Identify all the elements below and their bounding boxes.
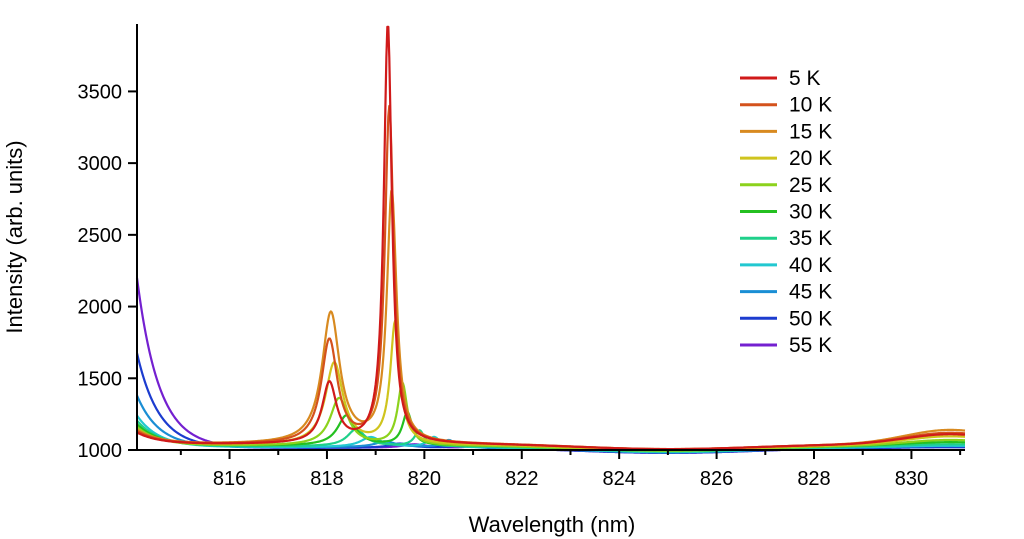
- y-tick-label: 2000: [78, 297, 123, 319]
- x-tick-label: 816: [213, 468, 246, 490]
- legend-label: 45 K: [789, 281, 832, 304]
- series-line: [135, 277, 966, 454]
- legend-label: 50 K: [789, 307, 832, 330]
- legend-label: 15 K: [789, 120, 832, 143]
- x-tick-label: 828: [797, 468, 830, 490]
- series-line: [136, 104, 966, 451]
- legend-label: 40 K: [789, 254, 832, 277]
- x-ticks: 816 818 820 822 824 826 828 830: [179, 450, 962, 490]
- y-ticks: 1000 1500 2000 2500 3000 3500: [78, 81, 137, 462]
- series-line: [135, 352, 966, 454]
- x-tick-label: 824: [603, 468, 636, 490]
- x-axis-title: Wavelength (nm): [469, 512, 636, 537]
- x-tick-label: 822: [505, 468, 538, 490]
- y-tick-label: 2500: [78, 225, 123, 247]
- legend-label: 20 K: [789, 147, 832, 170]
- legend-label: 10 K: [789, 94, 832, 117]
- legend-label: 35 K: [789, 227, 832, 250]
- series-line: [136, 25, 966, 451]
- legend: 5 K 10 K 15 K 20 K 25 K 30 K 35 K 40 K 45 K 50 K 5…: [740, 67, 832, 357]
- y-tick-label: 3000: [78, 153, 123, 175]
- series-line: [136, 189, 966, 451]
- x-tick-label: 820: [408, 468, 441, 490]
- x-tick-label: 830: [895, 468, 928, 490]
- legend-label: 55 K: [789, 334, 832, 357]
- series-line: [136, 319, 966, 451]
- legend-label: 5 K: [789, 67, 821, 90]
- legend-label: 30 K: [789, 201, 832, 224]
- axes: [136, 24, 965, 451]
- y-tick-label: 1500: [78, 368, 123, 390]
- plot-lines: [135, 25, 966, 454]
- x-tick-label: 818: [310, 468, 343, 490]
- y-tick-label: 3500: [78, 81, 123, 103]
- y-tick-label: 1000: [78, 440, 123, 462]
- legend-label: 25 K: [789, 174, 832, 197]
- x-tick-label: 826: [700, 468, 733, 490]
- y-axis-title: Intensity (arb. units): [2, 140, 27, 333]
